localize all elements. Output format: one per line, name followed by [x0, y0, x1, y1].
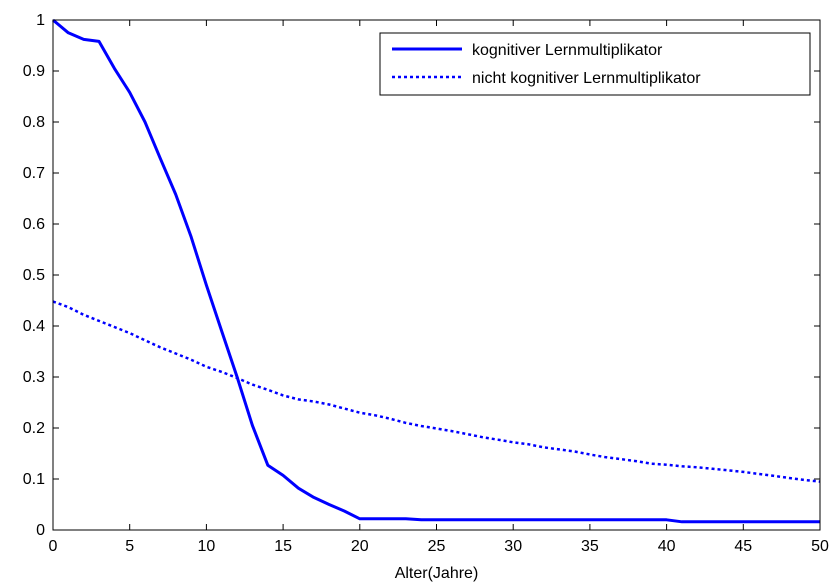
y-tick-label: 0 [36, 522, 45, 539]
y-tick-label: 0.7 [23, 165, 45, 182]
x-tick-label: 5 [125, 538, 134, 555]
x-tick-label: 0 [49, 538, 58, 555]
legend-box [379, 32, 811, 96]
x-tick-label: 15 [274, 538, 292, 555]
y-tick-label: 0.8 [23, 114, 45, 131]
x-tick-label: 30 [504, 538, 522, 555]
series-line-nicht-kognitiv [52, 300, 821, 483]
axis-layer: 0 5 10 15 20 25 30 35 40 45 50 0 0.1 0.2 0.3 0.4 0.5 0.6 0… [23, 12, 829, 555]
x-tick-label: 35 [581, 538, 599, 555]
legend-label: nicht kognitiver Lernmultiplikator [472, 70, 701, 87]
series-layer [52, 18, 821, 524]
plot-area-frame [52, 19, 821, 531]
x-axis-label: Alter(Jahre) [395, 565, 479, 582]
y-tick-label: 0.4 [23, 318, 45, 335]
y-tick-label: 0.9 [23, 63, 45, 80]
x-tick-label: 45 [734, 538, 752, 555]
legend: kognitiver Lernmultiplikator nicht kognit… [379, 32, 811, 96]
legend-label: kognitiver Lernmultiplikator [472, 42, 663, 59]
series-line-kognitiv [52, 18, 820, 524]
x-tick-label: 20 [351, 538, 369, 555]
x-tick-label: 10 [198, 538, 216, 555]
y-tick-label: 1 [36, 12, 45, 29]
x-tick-label: 50 [811, 538, 829, 555]
x-tick-label: 25 [428, 538, 446, 555]
x-tick-label: 40 [658, 538, 676, 555]
y-tick-label: 0.3 [23, 369, 45, 386]
y-tick-label: 0.1 [23, 471, 45, 488]
y-tick-label: 0.2 [23, 420, 45, 437]
y-tick-label: 0.6 [23, 216, 45, 233]
y-tick-label: 0.5 [23, 267, 45, 284]
